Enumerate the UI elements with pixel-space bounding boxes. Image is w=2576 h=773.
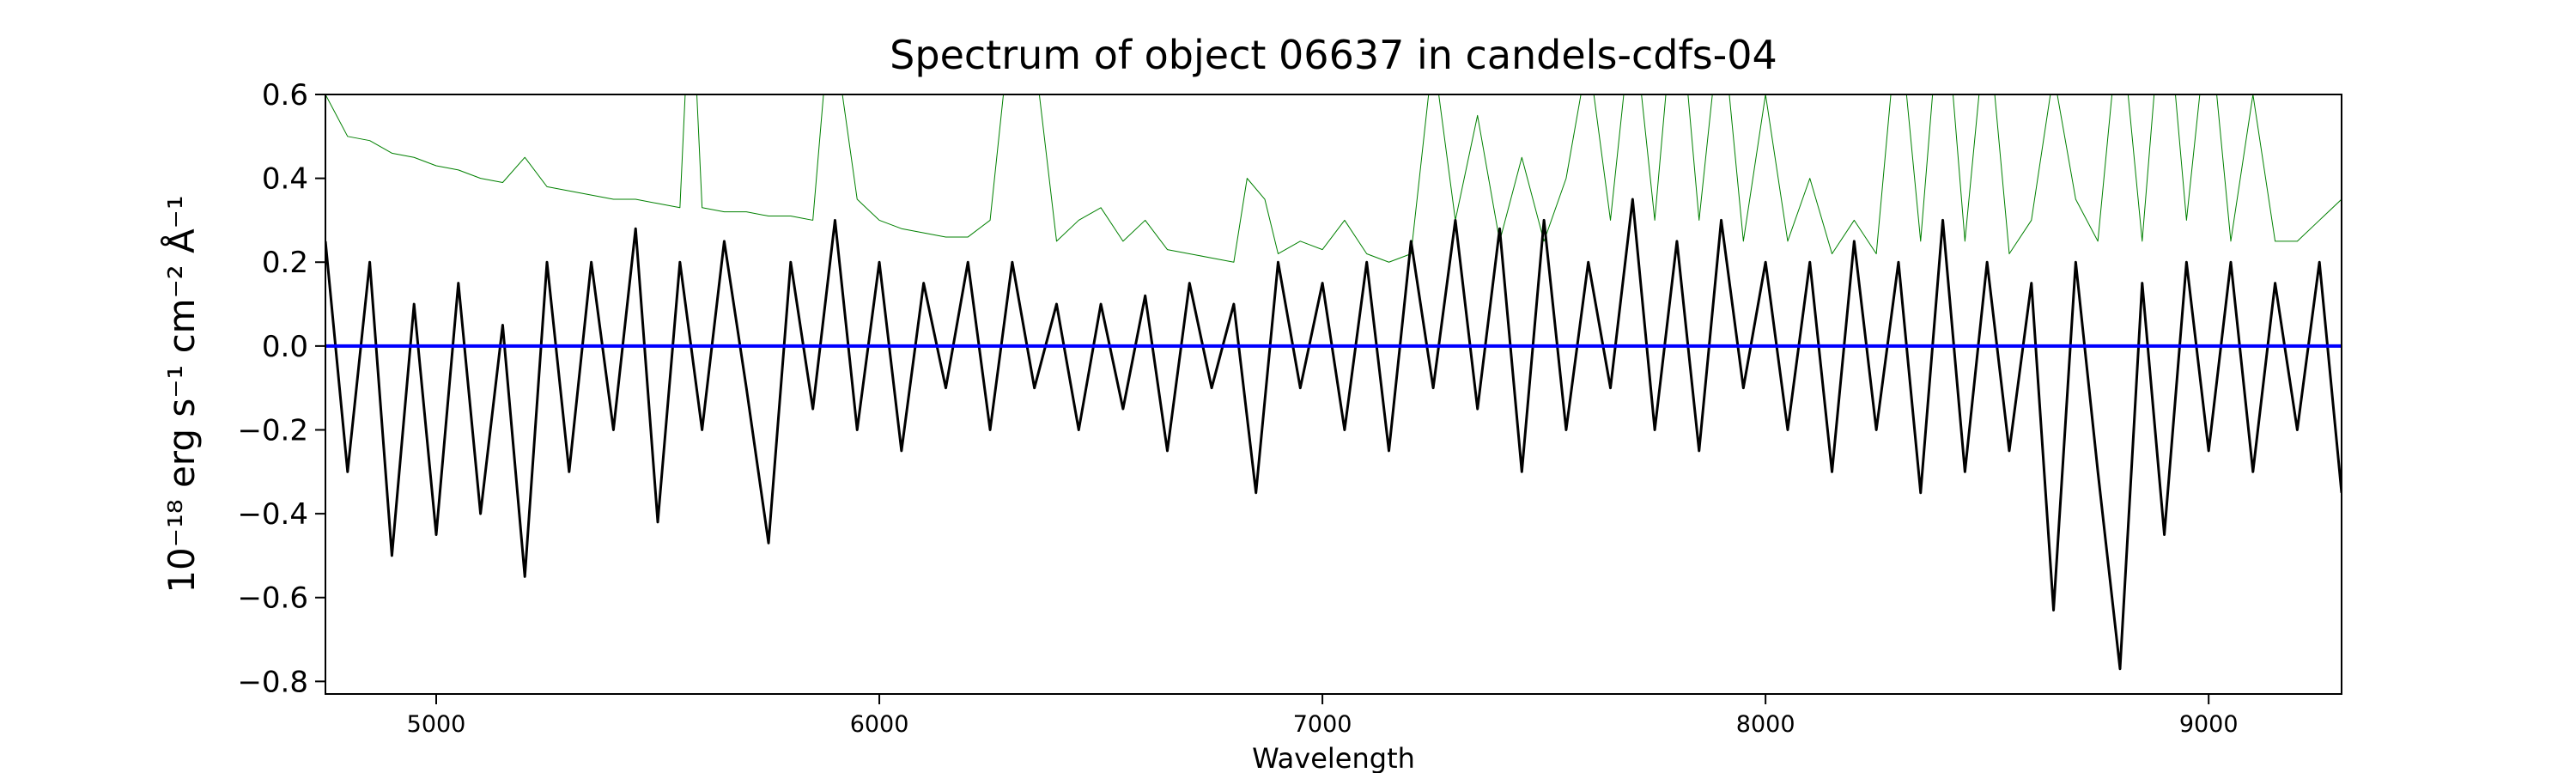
y-tick-label: 0.0	[262, 330, 308, 364]
y-tick-label: −0.2	[237, 413, 308, 447]
y-tick-label: −0.6	[237, 581, 308, 616]
line-series	[325, 198, 2342, 671]
x-tick-label: 8000	[1736, 711, 1795, 738]
y-tick-label: −0.4	[237, 497, 308, 532]
x-tick-label: 6000	[850, 711, 909, 738]
x-axis-label: Wavelength	[1252, 742, 1415, 773]
y-tick-label: 0.6	[262, 78, 308, 113]
plot-frame	[325, 94, 2342, 695]
y-tick-label: 0.2	[262, 246, 308, 280]
plot-area	[325, 94, 2342, 671]
y-axis-label: 10⁻¹⁸ erg s⁻¹ cm⁻² Å⁻¹	[160, 195, 203, 593]
x-tick-label: 7000	[1293, 711, 1352, 738]
line-series	[325, 94, 2342, 263]
x-tick-label: 5000	[407, 711, 466, 738]
y-tick-label: −0.8	[237, 665, 308, 699]
chart-title: Spectrum of object 06637 in candels-cdfs…	[890, 32, 1777, 78]
x-tick-label: 9000	[2179, 711, 2239, 738]
y-tick-label: 0.4	[262, 162, 308, 197]
